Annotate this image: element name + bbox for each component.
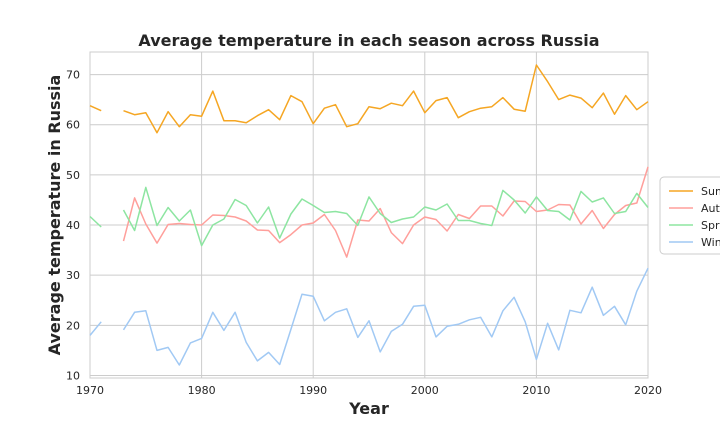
y-tick-label: 20: [66, 319, 80, 332]
y-tick-label: 60: [66, 119, 80, 132]
y-tick-label: 40: [66, 219, 80, 232]
legend-label-summer: Summer: [701, 185, 720, 198]
legend: Summer Autumn Spring Winter: [659, 176, 720, 255]
y-tick-label: 70: [66, 69, 80, 82]
x-tick-label: 1980: [188, 384, 216, 397]
plot-frame: [89, 51, 649, 379]
y-axis-title: Average temperature in Russia: [45, 75, 64, 356]
x-tick-label: 2000: [411, 384, 439, 397]
series-line-summer: [89, 64, 649, 134]
legend-label-winter: Winter: [701, 236, 720, 249]
legend-label-autumn: Autumn: [701, 202, 720, 215]
series-line-autumn: [122, 166, 649, 258]
x-axis-title: Year: [348, 399, 389, 418]
x-tick-label: 1990: [299, 384, 327, 397]
series-line-spring: [89, 186, 649, 247]
x-tick-label: 1970: [76, 384, 104, 397]
series-line-winter: [89, 267, 649, 366]
x-tick-label: 2010: [522, 384, 550, 397]
chart-title: Average temperature in each season acros…: [138, 31, 599, 50]
legend-label-spring: Spring: [701, 219, 720, 232]
legend-box: [659, 176, 720, 255]
y-tick-label: 50: [66, 169, 80, 182]
y-tick-label: 30: [66, 269, 80, 282]
x-tick-label: 2020: [634, 384, 662, 397]
y-tick-label: 10: [66, 369, 80, 382]
plot-area: 1970 1980 1990 2000 2010 2020 10 20 30 40 50 60 70: [66, 51, 662, 397]
